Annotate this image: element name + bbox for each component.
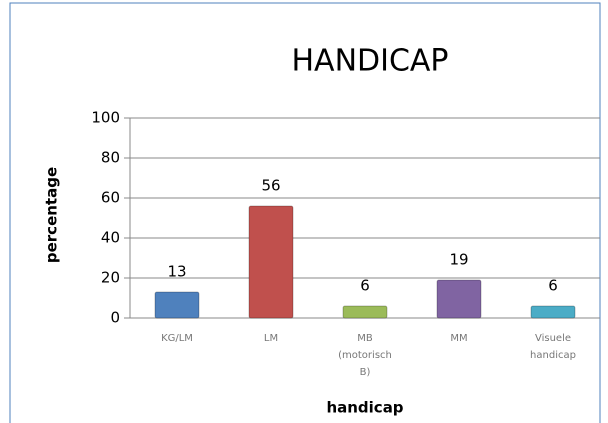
x-tick-label: MB (motorisch B) <box>338 333 392 378</box>
x-tick-label: KG/LM <box>161 333 193 344</box>
y-tick-label: 0 <box>110 309 120 327</box>
bar <box>342 305 388 319</box>
x-axis-label: handicap <box>326 399 403 417</box>
data-label: 13 <box>167 263 186 281</box>
data-label: 19 <box>449 251 468 269</box>
y-tick-label: 60 <box>101 189 120 207</box>
x-tick-label: MM <box>450 333 468 344</box>
bar <box>436 279 482 319</box>
chart-border <box>9 2 601 423</box>
data-label: 6 <box>548 277 558 295</box>
y-tick-label: 80 <box>101 149 120 167</box>
y-tick-label: 20 <box>101 269 120 287</box>
y-tick-label: 40 <box>101 229 120 247</box>
bar <box>530 305 576 319</box>
y-tick-label: 100 <box>91 109 120 127</box>
bar <box>248 205 294 319</box>
bar <box>154 291 200 319</box>
y-axis-label: percentage <box>43 167 61 263</box>
chart-title: HANDICAP <box>291 44 448 79</box>
data-label: 56 <box>261 177 280 195</box>
x-tick-label: LM <box>263 333 279 344</box>
data-label: 6 <box>360 277 370 295</box>
x-tick-label: Visuele handicap <box>530 333 576 361</box>
